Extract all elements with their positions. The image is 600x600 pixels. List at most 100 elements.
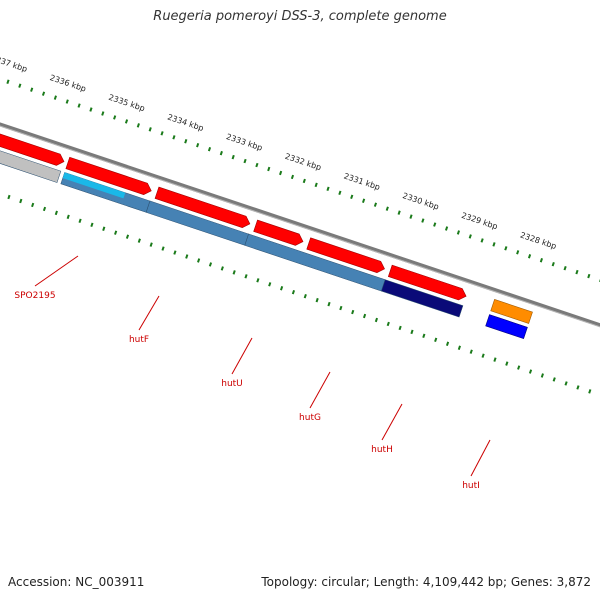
- ruler-tick: [136, 123, 140, 128]
- forward-cds-4[interactable]: [154, 186, 252, 229]
- ruler-tick: [386, 321, 390, 327]
- forward-cds-3[interactable]: [65, 156, 153, 196]
- ruler-tick: [588, 389, 592, 394]
- ruler-tick: [30, 87, 34, 92]
- accession-text: Accession: NC_003911: [8, 575, 145, 589]
- ruler-tick: [552, 377, 556, 382]
- ruler-tick: [231, 154, 235, 160]
- ruler-tick: [409, 214, 413, 219]
- ruler-tick: [7, 194, 11, 200]
- gene-bar-blue[interactable]: [485, 314, 528, 340]
- ruler-tick: [41, 91, 46, 96]
- gene-bar-orange[interactable]: [490, 299, 533, 324]
- ruler-tick: [434, 337, 438, 343]
- forward-cds-6[interactable]: [306, 237, 387, 275]
- gene-label-SPO2195: SPO2195: [14, 291, 55, 301]
- ruler-label: 2328 kbp: [519, 230, 558, 250]
- gene-label-hutG: hutG: [299, 413, 321, 423]
- ruler-tick: [362, 198, 366, 203]
- ruler-tick: [149, 242, 153, 247]
- ruler-label: 2335 kbp: [107, 93, 146, 113]
- ruler-tick: [184, 139, 188, 144]
- gene-label-hutF: hutF: [129, 335, 149, 345]
- map-track-group: 2337 kbp 2336 kbp 2335 kbp 2334 kbp 2333 kbp…: [0, 53, 600, 394]
- forward-cds-2[interactable]: [0, 133, 66, 168]
- ruler-tick: [540, 373, 544, 378]
- ruler-tick: [326, 186, 330, 192]
- ruler-tick: [102, 226, 106, 231]
- ruler-tick: [65, 99, 69, 104]
- ruler-tick: [244, 274, 248, 279]
- ruler-tick: [113, 115, 117, 120]
- ruler-tick: [457, 345, 461, 350]
- ruler-tick: [6, 79, 10, 84]
- ruler-tick: [172, 135, 176, 140]
- gene-bar-hutI[interactable]: [381, 279, 464, 318]
- ruler-tick: [101, 111, 105, 116]
- ruler-tick: [53, 95, 57, 100]
- ruler-tick: [433, 222, 437, 227]
- ruler-tick: [516, 250, 520, 255]
- ruler-tick: [563, 265, 567, 271]
- ruler-tick: [160, 131, 164, 136]
- ruler-tick: [517, 365, 521, 370]
- ruler-ticks-outer: [6, 79, 600, 283]
- ruler-label: 2334 kbp: [166, 112, 205, 132]
- ruler-tick: [504, 246, 508, 251]
- ruler-tick: [207, 146, 212, 152]
- ruler-tick: [398, 325, 402, 331]
- ruler-tick: [137, 238, 141, 243]
- leader-line-hutF: [138, 295, 160, 331]
- ruler-tick: [564, 381, 568, 386]
- ruler-tick: [468, 234, 472, 239]
- ruler-label: 2336 kbp: [49, 73, 88, 93]
- forward-cds-7[interactable]: [387, 264, 468, 302]
- ruler-tick: [232, 270, 236, 275]
- ruler-tick: [422, 333, 426, 339]
- ruler-tick: [374, 317, 379, 323]
- gene-label-hutI: hutI: [462, 481, 480, 491]
- ruler-tick: [77, 103, 81, 108]
- ruler-ticks-inner: [7, 194, 592, 394]
- ruler-label: 2333 kbp: [225, 132, 264, 152]
- ruler-tick: [268, 282, 272, 287]
- forward-cds-5[interactable]: [253, 219, 305, 247]
- ruler-tick: [267, 166, 271, 172]
- ruler-tick: [444, 226, 449, 231]
- ruler-tick: [219, 150, 223, 156]
- ruler-tick: [350, 194, 354, 199]
- ruler-tick: [243, 158, 247, 164]
- ruler-label: 2332 kbp: [284, 152, 323, 172]
- ruler-tick: [327, 301, 331, 307]
- ruler-tick: [90, 222, 94, 227]
- ruler-tick: [19, 198, 23, 204]
- ruler-tick: [197, 258, 201, 263]
- ruler-label: 2329 kbp: [460, 211, 499, 231]
- ruler-tick: [125, 234, 130, 239]
- ruler-tick: [42, 206, 47, 212]
- ruler-tick: [18, 83, 22, 88]
- ruler-tick: [575, 269, 579, 275]
- leader-line-hutG: [309, 371, 331, 409]
- gene-bar-hutF[interactable]: [0, 148, 62, 183]
- ruler-label: 2331 kbp: [343, 171, 382, 191]
- genome-summary-text: Topology: circular; Length: 4,109,442 bp…: [261, 575, 591, 589]
- ruler-tick: [527, 254, 532, 259]
- ruler-tick: [385, 206, 389, 211]
- ruler-tick: [66, 214, 70, 220]
- ruler-tick: [89, 107, 93, 112]
- ruler-tick: [54, 210, 58, 216]
- ruler-tick: [373, 202, 378, 207]
- ruler-label: 2330 kbp: [401, 191, 440, 211]
- ruler-tick: [185, 254, 189, 259]
- gene-bar-hutF-highlight: [62, 172, 126, 199]
- ruler-tick: [114, 230, 118, 235]
- ruler-tick: [480, 238, 484, 243]
- ruler-tick: [279, 170, 283, 176]
- ruler-tick: [362, 313, 367, 319]
- ruler-tick: [148, 127, 152, 132]
- gene-label-hutU: hutU: [221, 379, 243, 389]
- ruler-tick: [456, 230, 461, 235]
- ruler-tick: [351, 309, 355, 315]
